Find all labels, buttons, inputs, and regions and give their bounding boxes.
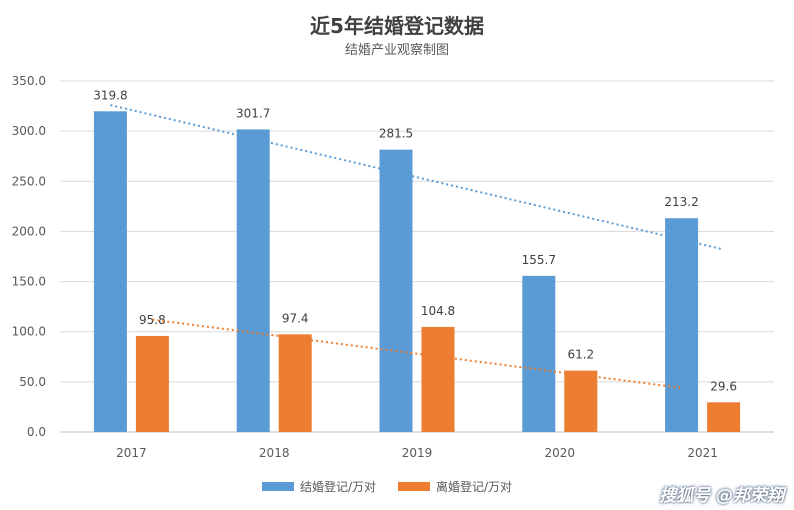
watermark: 搜狐号 @邦荣翔 [659,486,784,506]
legend-label: 结婚登记/万对 [300,479,376,494]
y-tick-label: 0.0 [27,425,46,439]
y-tick-label: 100.0 [12,325,46,339]
plot-area: 0.0 50.0 100.0 150.0 200.0 250.0 300.0 350.0 319… [12,74,774,460]
data-label: 319.8 [93,88,127,102]
bar [135,335,169,432]
data-label: 29.6 [710,379,737,393]
bar [421,326,455,432]
legend-swatch [398,482,430,491]
bar [278,334,312,432]
data-label: 301.7 [236,106,270,120]
data-label: 61.2 [567,348,594,362]
data-label: 281.5 [379,127,413,141]
chart-subtitle: 结婚产业观察制图 [345,43,449,58]
data-label: 104.8 [421,304,455,318]
legend: 结婚登记/万对 离婚登记/万对 [262,479,512,494]
data-label: 213.2 [664,195,698,209]
x-tick-label: 2018 [259,446,290,460]
trendline [110,104,724,251]
bar [236,129,270,433]
x-tick-label: 2021 [687,446,718,460]
y-tick-label: 50.0 [19,375,46,389]
bar [665,218,699,432]
y-tick-label: 200.0 [12,224,46,238]
trendline [152,318,682,389]
bar [707,402,741,432]
legend-swatch [262,482,294,491]
x-tick-label: 2019 [402,446,433,460]
legend-label: 离婚登记/万对 [436,479,512,494]
data-label: 155.7 [522,253,556,267]
bar [93,111,127,432]
x-tick-label: 2020 [545,446,576,460]
bar [564,370,598,432]
y-tick-label: 150.0 [12,275,46,289]
data-label: 97.4 [282,311,309,325]
y-tick-label: 350.0 [12,74,46,88]
bar [379,149,413,432]
bar [522,275,556,432]
y-tick-label: 250.0 [12,174,46,188]
chart-title: 近5年结婚登记数据 [310,14,484,38]
y-tick-label: 300.0 [12,124,46,138]
x-tick-label: 2017 [116,446,147,460]
